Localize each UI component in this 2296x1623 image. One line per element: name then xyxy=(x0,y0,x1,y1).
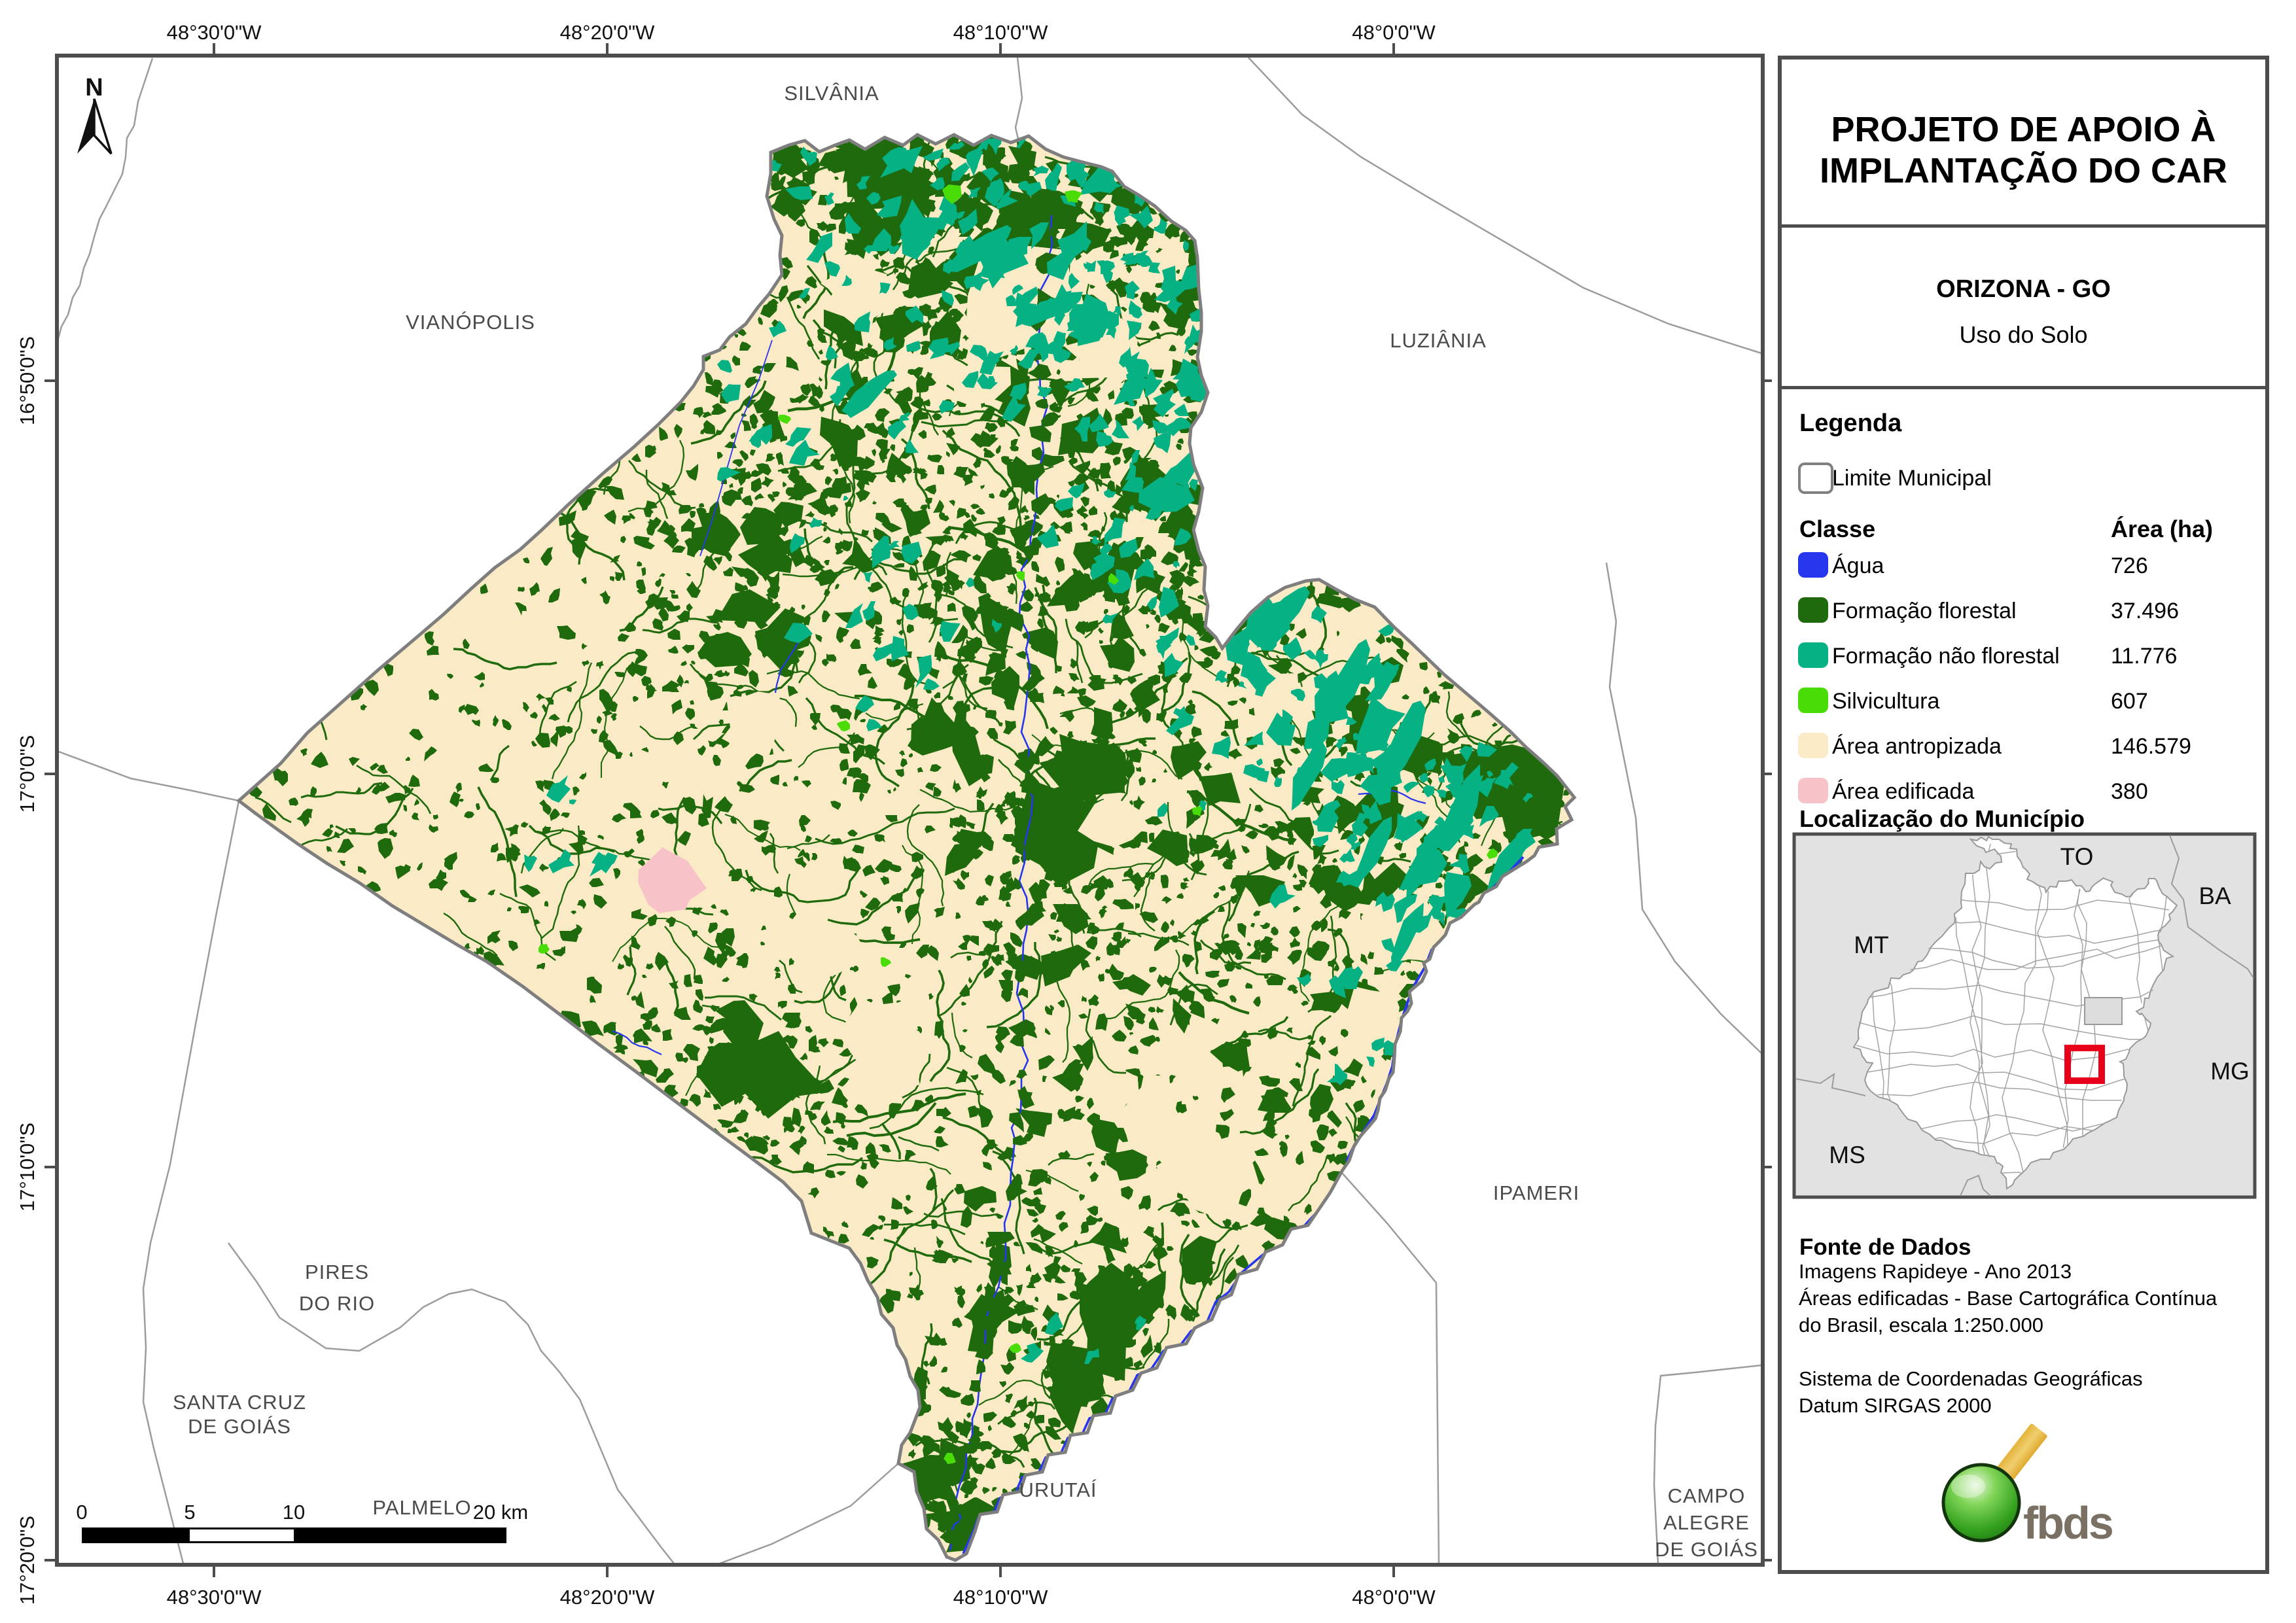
svg-text:5: 5 xyxy=(184,1501,195,1524)
svg-text:URUTAÍ: URUTAÍ xyxy=(1019,1478,1097,1501)
svg-text:17°10'0"S: 17°10'0"S xyxy=(16,1123,39,1212)
svg-text:16°50'0"S: 16°50'0"S xyxy=(16,336,39,425)
svg-text:48°20'0"W: 48°20'0"W xyxy=(560,1586,656,1609)
svg-text:DE GOIÁS: DE GOIÁS xyxy=(1655,1538,1758,1561)
svg-text:TO: TO xyxy=(2060,843,2094,870)
svg-text:VIANÓPOLIS: VIANÓPOLIS xyxy=(406,311,535,334)
svg-text:MS: MS xyxy=(1829,1142,1865,1168)
svg-text:LUZIÂNIA: LUZIÂNIA xyxy=(1390,329,1487,352)
svg-text:PALMELO: PALMELO xyxy=(372,1496,471,1519)
svg-text:17°20'0"S: 17°20'0"S xyxy=(16,1516,39,1605)
svg-text:CAMPO: CAMPO xyxy=(1668,1484,1746,1507)
svg-text:BA: BA xyxy=(2199,882,2231,909)
svg-text:48°0'0"W: 48°0'0"W xyxy=(1352,21,1436,44)
svg-text:DE GOIÁS: DE GOIÁS xyxy=(188,1415,291,1438)
svg-text:MT: MT xyxy=(1854,932,1888,958)
svg-text:48°20'0"W: 48°20'0"W xyxy=(560,21,656,44)
svg-text:SILVÂNIA: SILVÂNIA xyxy=(784,82,879,105)
svg-text:20 km: 20 km xyxy=(473,1501,528,1524)
svg-text:0: 0 xyxy=(76,1501,87,1524)
svg-text:IPAMERI: IPAMERI xyxy=(1493,1181,1580,1204)
svg-text:17°0'0"S: 17°0'0"S xyxy=(16,735,39,813)
svg-text:48°10'0"W: 48°10'0"W xyxy=(953,21,1049,44)
svg-text:N: N xyxy=(85,74,103,101)
svg-text:48°0'0"W: 48°0'0"W xyxy=(1352,1586,1436,1609)
svg-text:MG: MG xyxy=(2210,1058,2250,1085)
svg-text:10: 10 xyxy=(283,1501,305,1524)
svg-text:DO RIO: DO RIO xyxy=(299,1292,375,1315)
svg-text:48°10'0"W: 48°10'0"W xyxy=(953,1586,1049,1609)
svg-text:ALEGRE: ALEGRE xyxy=(1663,1511,1750,1534)
svg-text:fbds: fbds xyxy=(2023,1497,2113,1548)
svg-text:PIRES: PIRES xyxy=(305,1261,369,1283)
svg-text:48°30'0"W: 48°30'0"W xyxy=(167,21,262,44)
svg-text:SANTA CRUZ: SANTA CRUZ xyxy=(173,1391,306,1414)
svg-text:48°30'0"W: 48°30'0"W xyxy=(167,1586,262,1609)
